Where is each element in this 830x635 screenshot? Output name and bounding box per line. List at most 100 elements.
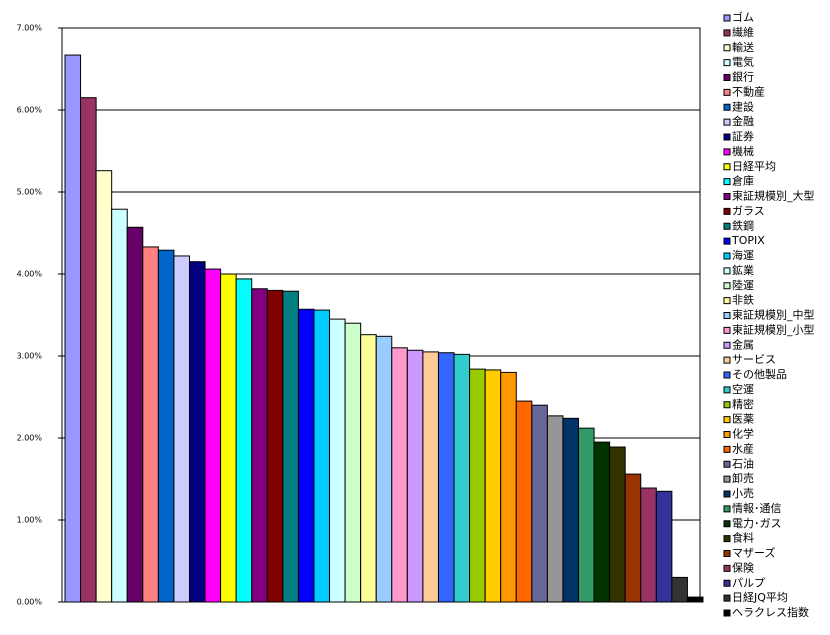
legend-label: 小売	[732, 487, 754, 500]
bar	[469, 368, 486, 603]
legend-swatch	[723, 193, 731, 200]
legend-label: 証券	[732, 129, 754, 143]
bar	[484, 369, 502, 603]
legend-label: 東証規模別_大型	[732, 189, 815, 203]
legend-swatch	[723, 252, 731, 260]
legend-label: ヘラクレス指数	[732, 605, 809, 619]
legend-label: 鉱業	[732, 263, 754, 277]
legend-swatch	[723, 118, 731, 126]
y-tick-label: 3.00%	[17, 352, 43, 361]
legend-swatch	[723, 326, 731, 334]
legend-label: 金属	[732, 337, 754, 351]
bar	[640, 487, 657, 603]
legend-label: 輸送	[732, 40, 754, 54]
bar	[578, 427, 595, 603]
legend-label: 化学	[732, 427, 754, 441]
legend-swatch	[723, 356, 731, 364]
legend-swatch	[723, 44, 731, 52]
legend-swatch	[723, 371, 731, 379]
legend-swatch	[723, 520, 731, 528]
y-tick-label: 0.00%	[17, 598, 43, 607]
bar	[671, 576, 688, 603]
bar	[173, 255, 190, 603]
bar	[111, 208, 128, 603]
legend-swatch	[723, 386, 731, 394]
bar	[360, 334, 377, 603]
bar	[546, 415, 564, 603]
bar	[391, 347, 408, 603]
legend-swatch	[723, 564, 731, 572]
bar	[500, 371, 517, 603]
legend-swatch	[723, 207, 731, 215]
legend-label: 海運	[732, 248, 754, 262]
legend-label: 情報･通信	[732, 502, 782, 515]
bar	[297, 308, 315, 603]
legend-label: ゴム	[732, 10, 754, 24]
bar	[220, 273, 237, 603]
legend-label: 保険	[732, 560, 754, 574]
bar	[515, 400, 533, 603]
bar	[251, 288, 268, 603]
legend-label: 医薬	[732, 413, 754, 426]
bar	[204, 268, 222, 603]
legend-swatch	[723, 133, 731, 141]
legend-swatch	[723, 579, 731, 587]
legend-swatch	[723, 59, 731, 67]
bar	[188, 261, 206, 603]
legend-swatch	[723, 341, 731, 349]
bar	[235, 278, 253, 603]
legend-label: ガラス	[732, 204, 765, 217]
bar	[282, 290, 299, 603]
legend-label: 食料	[732, 531, 754, 545]
legend-label: 非鉄	[732, 293, 754, 307]
legend-swatch	[723, 163, 731, 171]
legend-label: 石油	[732, 456, 754, 470]
bar	[375, 335, 393, 603]
legend-swatch	[723, 312, 731, 319]
legend-swatch	[723, 401, 731, 409]
bar	[95, 170, 113, 603]
legend-label: 銀行	[732, 70, 754, 84]
bar	[344, 322, 362, 603]
bar	[266, 289, 284, 603]
y-tick-label: 2.00%	[17, 434, 43, 443]
bar	[64, 54, 82, 603]
legend-label: パルプ	[732, 576, 765, 589]
y-tick-label: 1.00%	[17, 516, 43, 525]
legend-swatch	[723, 475, 731, 483]
legend-swatch	[723, 267, 731, 275]
legend-swatch	[723, 14, 731, 22]
legend-swatch	[723, 505, 731, 513]
legend-swatch	[723, 550, 731, 557]
bar	[453, 353, 471, 603]
y-tick-label: 7.00%	[17, 24, 43, 33]
bar	[313, 309, 331, 603]
legend-label: TOPIX	[731, 234, 765, 247]
legend-swatch	[723, 178, 731, 186]
legend-swatch	[723, 460, 731, 468]
legend-swatch	[723, 74, 731, 81]
legend-label: 日経平均	[732, 160, 776, 173]
bar	[531, 404, 548, 603]
legend-label: 精密	[732, 397, 754, 411]
legend-swatch	[723, 103, 731, 111]
bar	[609, 446, 626, 603]
legend-label: 水産	[732, 442, 754, 455]
bar	[624, 473, 642, 603]
legend-swatch	[723, 594, 731, 602]
legend-swatch	[723, 222, 731, 230]
bar	[655, 490, 673, 603]
bar	[406, 349, 424, 603]
legend-swatch	[723, 297, 731, 305]
legend-swatch	[723, 609, 731, 617]
legend-label: 建設	[732, 99, 754, 113]
legend-label: マザーズ	[732, 546, 775, 560]
legend-label: 不動産	[732, 84, 765, 98]
y-tick-label: 6.00%	[17, 106, 43, 115]
legend-label: 鉄鋼	[732, 218, 754, 232]
y-tick-label: 4.00%	[17, 270, 43, 279]
legend-swatch	[723, 282, 731, 290]
legend-label: 東証規模別_小型	[732, 322, 815, 336]
legend-label: 機械	[732, 144, 754, 158]
